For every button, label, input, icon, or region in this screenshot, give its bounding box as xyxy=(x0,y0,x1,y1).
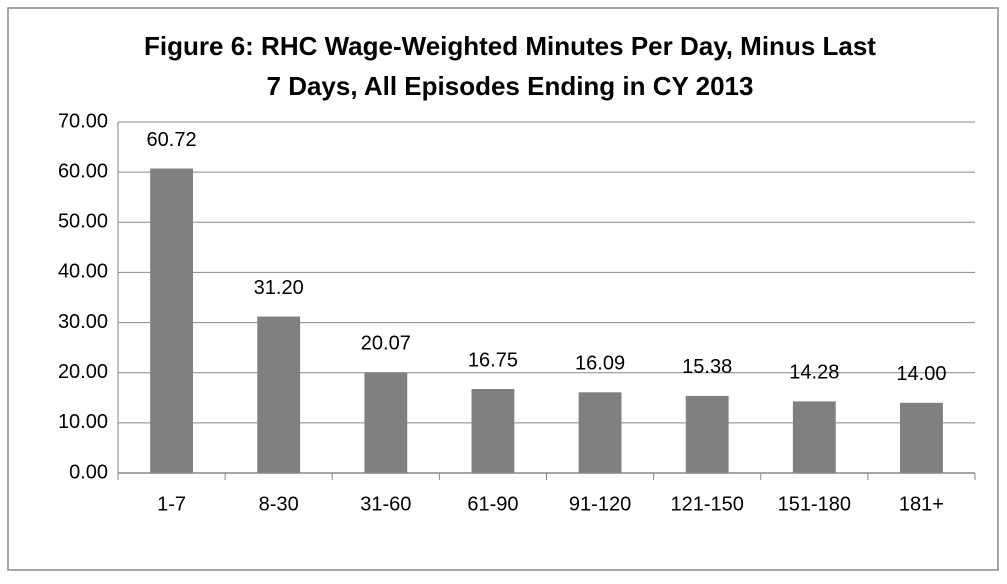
bar xyxy=(471,389,515,473)
data-label: 14.28 xyxy=(789,362,839,384)
bar xyxy=(900,402,943,473)
chart-title: Figure 6: RHC Wage-Weighted Minutes Per … xyxy=(144,31,876,61)
y-tick-label: 60.00 xyxy=(58,160,108,182)
y-tick-label: 50.00 xyxy=(58,211,108,233)
data-label: 20.07 xyxy=(361,333,411,355)
bar xyxy=(150,168,193,473)
y-tick-label: 20.00 xyxy=(58,361,108,383)
x-tick-label: 8-30 xyxy=(259,493,299,515)
y-tick-label: 30.00 xyxy=(58,311,108,333)
bar xyxy=(257,316,301,473)
x-tick-label: 61-90 xyxy=(467,493,518,515)
y-tick-label: 0.00 xyxy=(69,461,108,483)
data-label: 16.09 xyxy=(575,353,625,375)
bar xyxy=(364,372,408,473)
x-tick-label: 1-7 xyxy=(157,493,186,515)
bar xyxy=(685,395,729,473)
y-tick-label: 70.00 xyxy=(58,110,108,132)
data-label: 15.38 xyxy=(682,356,732,378)
x-tick-label: 151-180 xyxy=(778,493,851,515)
data-label: 16.75 xyxy=(468,349,518,371)
chart-title: 7 Days, All Episodes Ending in CY 2013 xyxy=(267,71,754,101)
x-tick-label: 91-120 xyxy=(569,493,631,515)
x-tick-label: 121-150 xyxy=(670,493,743,515)
data-label: 60.72 xyxy=(147,129,197,151)
y-tick-label: 10.00 xyxy=(58,411,108,433)
bar xyxy=(578,392,622,473)
bar xyxy=(792,401,836,473)
x-tick-label: 31-60 xyxy=(360,493,411,515)
y-tick-label: 40.00 xyxy=(58,261,108,283)
data-label: 31.20 xyxy=(254,277,304,299)
data-label: 14.00 xyxy=(896,363,946,385)
x-tick-label: 181+ xyxy=(899,493,944,515)
